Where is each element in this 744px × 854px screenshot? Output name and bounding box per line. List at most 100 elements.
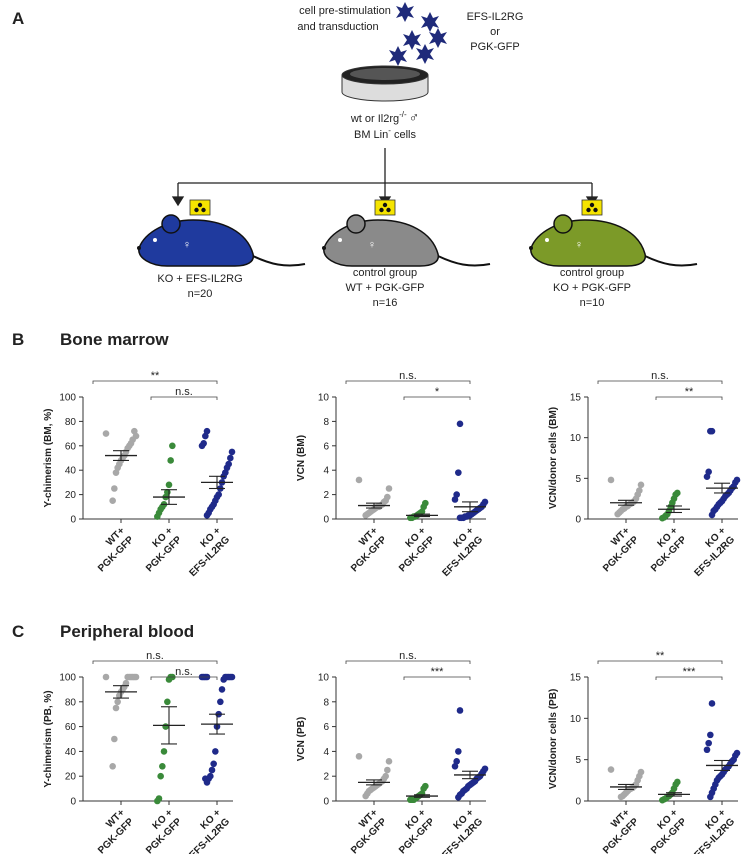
mouse: ♀ bbox=[528, 199, 698, 267]
dot bbox=[220, 676, 227, 683]
dot bbox=[385, 485, 393, 492]
significance-label: ** bbox=[151, 370, 160, 382]
dot bbox=[165, 481, 173, 489]
dot bbox=[109, 762, 116, 770]
y-tick-label: 0 bbox=[575, 515, 581, 526]
significance-bracket bbox=[345, 660, 471, 664]
dot bbox=[362, 792, 369, 800]
dot bbox=[385, 758, 393, 765]
significance-label: n.s. bbox=[399, 370, 417, 382]
significance-bracket bbox=[403, 396, 471, 400]
y-tick-label: 100 bbox=[59, 393, 76, 404]
dot bbox=[228, 448, 236, 456]
y-tick-label: 10 bbox=[318, 673, 330, 684]
y-tick-label: 80 bbox=[65, 417, 77, 428]
mouse: ♀ bbox=[136, 199, 306, 267]
mouse: ♀ bbox=[321, 199, 491, 267]
dot bbox=[607, 766, 615, 773]
dot bbox=[384, 766, 391, 774]
dot bbox=[102, 430, 110, 437]
dot bbox=[109, 497, 116, 505]
significance-bracket bbox=[345, 380, 471, 384]
y-tick-label: 10 bbox=[570, 714, 582, 725]
radiation-icon bbox=[189, 199, 211, 216]
y-tick-label: 4 bbox=[323, 747, 329, 758]
y-tick-label: 60 bbox=[65, 722, 77, 733]
dot bbox=[227, 454, 234, 462]
significance-bracket bbox=[150, 676, 218, 680]
vector-text: or bbox=[490, 26, 500, 38]
viruses bbox=[389, 2, 447, 66]
significance-label: * bbox=[435, 386, 440, 398]
female-symbol: ♀ bbox=[575, 239, 583, 251]
dot bbox=[157, 772, 164, 780]
y-tick-label: 40 bbox=[65, 747, 77, 758]
group-label: n=20 bbox=[188, 288, 213, 300]
y-tick-label: 80 bbox=[65, 697, 77, 708]
dot bbox=[202, 432, 209, 440]
dot bbox=[160, 748, 168, 755]
dot bbox=[659, 514, 666, 522]
step-text: cell pre-stimulation bbox=[299, 5, 391, 17]
dot bbox=[217, 698, 224, 706]
dot bbox=[456, 514, 464, 522]
female-symbol: ♀ bbox=[368, 239, 376, 251]
dot bbox=[210, 760, 217, 768]
y-tick-label: 0 bbox=[323, 797, 329, 808]
y-tick-label: 0 bbox=[70, 515, 76, 526]
dot bbox=[198, 442, 206, 450]
significance-bracket bbox=[655, 676, 723, 680]
dot bbox=[456, 707, 464, 714]
significance-label: n.s. bbox=[651, 370, 669, 382]
significance-bracket bbox=[150, 396, 218, 400]
dot bbox=[164, 698, 171, 706]
y-tick-label: 0 bbox=[70, 797, 76, 808]
dot bbox=[167, 457, 174, 464]
dot bbox=[455, 748, 462, 755]
dot bbox=[451, 762, 459, 770]
dot bbox=[165, 676, 173, 683]
dish bbox=[341, 65, 429, 102]
dot bbox=[111, 735, 118, 743]
panel-label: C bbox=[12, 622, 24, 641]
mouse-body bbox=[528, 214, 698, 267]
group-label: KO + EFS-IL2RG bbox=[157, 273, 242, 285]
significance-label: ** bbox=[685, 386, 694, 398]
y-tick-label: 10 bbox=[570, 433, 582, 444]
dot bbox=[407, 514, 414, 522]
donor-text: wt or Il2rg-/- ♂ bbox=[350, 109, 419, 125]
significance-bracket bbox=[92, 660, 218, 664]
dot bbox=[407, 796, 414, 804]
vector-text: EFS-IL2RG bbox=[467, 11, 524, 23]
dot bbox=[124, 673, 131, 681]
radiation-icon bbox=[581, 199, 603, 216]
dot bbox=[202, 775, 209, 782]
dot bbox=[614, 510, 621, 518]
dot bbox=[703, 746, 711, 754]
y-tick-label: 0 bbox=[575, 797, 581, 808]
y-tick-label: 15 bbox=[570, 673, 582, 684]
y-tick-label: 5 bbox=[575, 755, 581, 766]
dot bbox=[453, 758, 460, 765]
y-tick-label: 60 bbox=[65, 441, 77, 452]
dot bbox=[456, 420, 464, 428]
dot bbox=[708, 511, 716, 519]
significance-bracket bbox=[597, 380, 723, 384]
dot bbox=[203, 512, 211, 519]
y-tick-label: 6 bbox=[323, 722, 329, 733]
dot bbox=[212, 748, 219, 755]
mouse-body bbox=[321, 214, 491, 267]
panel-label: B bbox=[12, 330, 24, 349]
dot bbox=[708, 700, 716, 707]
cells-text: BM Lin- cells bbox=[354, 126, 416, 141]
significance-label: ** bbox=[656, 650, 665, 662]
dot bbox=[707, 793, 714, 801]
dot bbox=[617, 793, 625, 801]
female-symbol: ♀ bbox=[183, 239, 191, 251]
dot bbox=[362, 512, 369, 519]
mouse-body bbox=[136, 214, 306, 267]
y-tick-label: 20 bbox=[65, 490, 77, 501]
